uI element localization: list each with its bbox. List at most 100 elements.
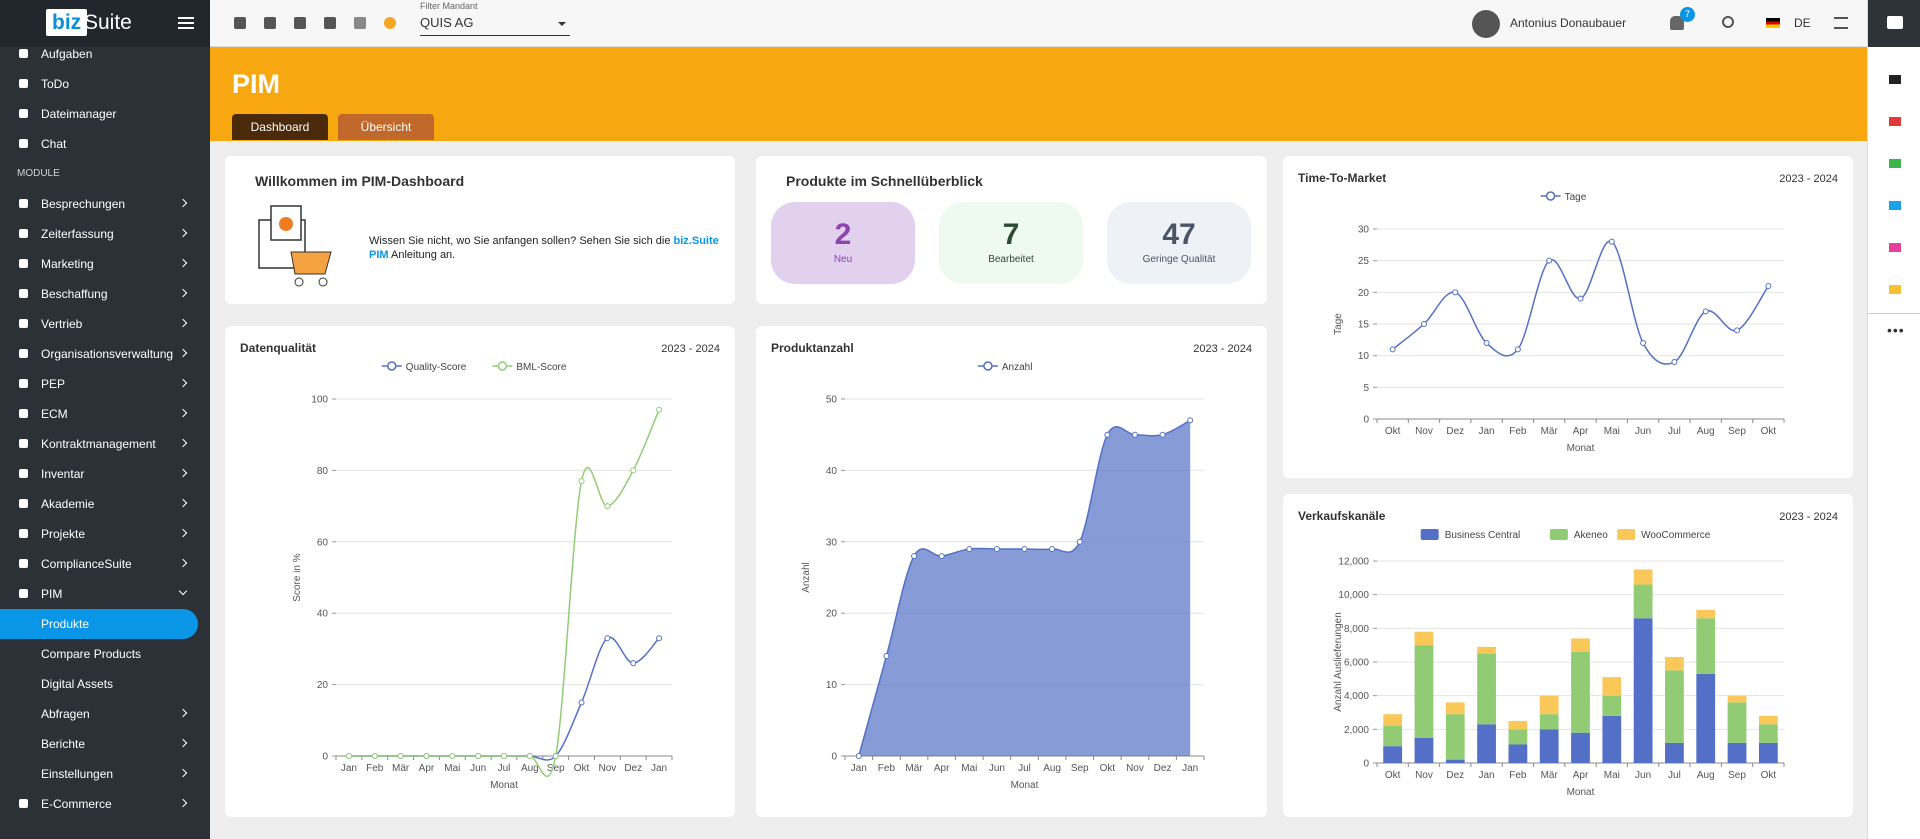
- menu-item[interactable]: Produkte: [0, 609, 198, 639]
- video-icon[interactable]: [1889, 75, 1901, 84]
- chart-card: Produktanzahl 2023 - 2024 Anzahl 0 10 20 30 40 5…: [756, 326, 1267, 817]
- y-tick-label: 10,000: [1338, 590, 1369, 601]
- right-rail: •••: [1867, 0, 1920, 839]
- stat-new[interactable]: 2 Neu: [771, 202, 915, 284]
- point: [604, 503, 611, 510]
- welcome-card: Willkommen im PIM-Dashboard Wissen Sie n…: [225, 156, 735, 304]
- menu-item[interactable]: Beschaffung: [0, 279, 210, 309]
- filter-select[interactable]: QUIS AG: [420, 14, 570, 36]
- stat-edited[interactable]: 7 Bearbeitet: [939, 202, 1083, 284]
- language[interactable]: DE: [1794, 16, 1811, 30]
- mail-icon[interactable]: [264, 17, 276, 29]
- more-icon[interactable]: •••: [1887, 322, 1905, 338]
- menu-item[interactable]: Digital Assets: [0, 669, 210, 699]
- search-icon[interactable]: [1722, 16, 1734, 28]
- menu-item[interactable]: Berichte: [0, 729, 210, 759]
- menu-item[interactable]: Marketing: [0, 249, 210, 279]
- y-tick-label: 15: [1358, 320, 1370, 331]
- tab[interactable]: Dashboard: [232, 114, 328, 140]
- chart-subtitle: 2023 - 2024: [1779, 173, 1838, 185]
- x-tick-label: Feb: [878, 763, 896, 774]
- contacts-icon[interactable]: [294, 17, 306, 29]
- user-name[interactable]: Antonius Donaubauer: [1510, 16, 1627, 30]
- video-icon[interactable]: [1889, 285, 1901, 294]
- overview-card: Produkte im Schnellüberblick 2 Neu 7 Bearb…: [756, 156, 1267, 304]
- list-icon[interactable]: [1834, 17, 1848, 29]
- menu-item[interactable]: PEP: [0, 369, 210, 399]
- chevron: [178, 318, 188, 328]
- bar-segment: [1665, 670, 1684, 743]
- menu-label: PIM: [41, 587, 63, 601]
- todo-icon[interactable]: [354, 17, 366, 29]
- menu-toggle[interactable]: [178, 17, 194, 29]
- menu-item[interactable]: Dateimanager: [0, 99, 210, 129]
- menu-label: E-Commerce: [41, 797, 112, 811]
- calendar-icon[interactable]: [234, 17, 246, 29]
- welcome-text: Wissen Sie nicht, wo Sie anfangen sollen…: [369, 234, 719, 262]
- menu-item[interactable]: Akademie: [0, 489, 210, 519]
- menu-item[interactable]: Vertrieb: [0, 309, 210, 339]
- line: [348, 409, 660, 777]
- video-icon[interactable]: [1889, 243, 1901, 252]
- video-icon[interactable]: [1889, 201, 1901, 210]
- menu-label: Produkte: [41, 617, 90, 631]
- x-tick-label: Dez: [1446, 770, 1464, 781]
- menu-item[interactable]: Einstellungen: [0, 759, 210, 789]
- chevron: [178, 798, 188, 808]
- menu-item[interactable]: Chat: [0, 129, 210, 159]
- top-bar: Filter Mandant QUIS AG Antonius Donaubau…: [210, 0, 1867, 47]
- guide-link[interactable]: biz.Suite PIM: [369, 235, 719, 261]
- bar-segment: [1383, 746, 1403, 763]
- x-tick-label: Aug: [521, 763, 539, 774]
- bar-segment: [1539, 714, 1559, 730]
- x-tick-label: Jan: [1182, 763, 1198, 774]
- y-axis-label: Anzahl: [801, 562, 812, 593]
- menu-item[interactable]: Organisationsverwaltung: [0, 339, 210, 369]
- menu-item[interactable]: Zeiterfassung: [0, 219, 210, 249]
- point: [1187, 417, 1194, 424]
- menu-item[interactable]: Kontraktmanagement: [0, 429, 210, 459]
- bar-segment: [1414, 645, 1434, 738]
- x-axis-label: Monat: [1567, 787, 1595, 798]
- menu-item[interactable]: ECM: [0, 399, 210, 429]
- bar-segment: [1477, 724, 1496, 763]
- menu-item[interactable]: Besprechungen: [0, 189, 210, 219]
- y-tick-label: 80: [317, 466, 329, 477]
- x-tick-label: Aug: [1697, 770, 1715, 781]
- menu-item[interactable]: Projekte: [0, 519, 210, 549]
- y-axis-label: Tage: [1333, 313, 1344, 335]
- chat-icon: [1887, 16, 1903, 29]
- legend-dot: [387, 361, 397, 371]
- point: [1389, 346, 1396, 353]
- avatar[interactable]: [1472, 10, 1500, 38]
- menu-item[interactable]: Inventar: [0, 459, 210, 489]
- tasks-icon[interactable]: [324, 17, 336, 29]
- y-tick-label: 25: [1358, 256, 1370, 267]
- bar-segment: [1696, 618, 1716, 674]
- stat-low-quality[interactable]: 47 Geringe Qualität: [1107, 202, 1251, 284]
- menu-item[interactable]: Abfragen: [0, 699, 210, 729]
- menu-item[interactable]: Aufgaben: [0, 47, 210, 69]
- chart: Produktanzahl 2023 - 2024 Anzahl 0 10 20 30 40 5…: [771, 341, 1252, 791]
- point: [552, 753, 559, 759]
- chat-toggle[interactable]: [1868, 0, 1920, 47]
- x-tick-label: Dez: [624, 763, 642, 774]
- menu-item[interactable]: Compare Products: [0, 639, 210, 669]
- video-icon[interactable]: [1889, 117, 1901, 126]
- chevron: [178, 558, 188, 568]
- x-tick-label: Okt: [1385, 426, 1401, 437]
- tab[interactable]: Übersicht: [338, 114, 434, 140]
- bell-icon[interactable]: [1670, 16, 1684, 30]
- caret: [558, 22, 566, 30]
- menu-label: Zeiterfassung: [41, 227, 114, 241]
- menu-item[interactable]: ToDo: [0, 69, 210, 99]
- video-icon[interactable]: [1889, 159, 1901, 168]
- chart-card: Datenqualität 2023 - 2024 Quality-Score BML…: [225, 326, 735, 817]
- menu-item[interactable]: E-Commerce: [0, 789, 210, 819]
- bar-segment: [1571, 638, 1590, 652]
- point: [656, 635, 663, 642]
- favorite-icon[interactable]: [384, 17, 396, 29]
- menu-item[interactable]: PIM: [0, 579, 210, 609]
- menu-item[interactable]: ComplianceSuite: [0, 549, 210, 579]
- x-tick-label: Sep: [1728, 770, 1746, 781]
